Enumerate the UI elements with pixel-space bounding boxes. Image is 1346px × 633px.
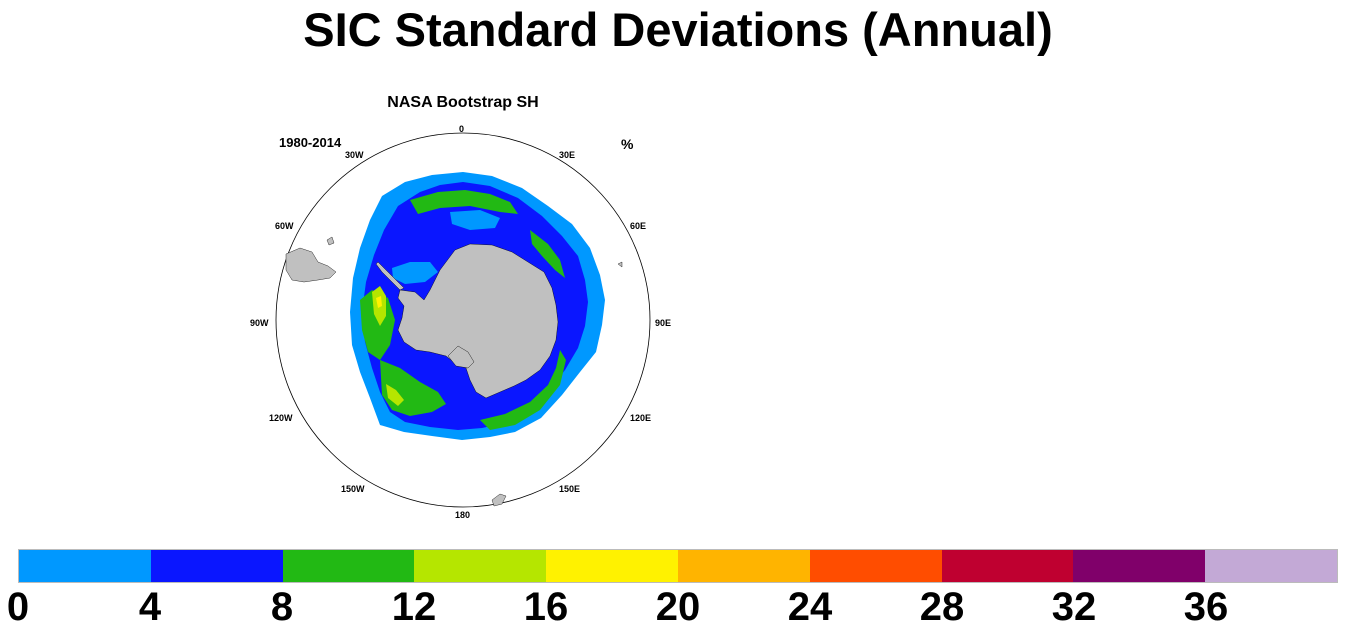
sic-band-8-12-weddell [360,290,395,360]
colorbar-box-7 [941,550,1074,582]
lon-label-90e: 90E [655,318,672,328]
colorbar-box-5 [677,550,810,582]
south-america-land [285,247,337,283]
colorbar-label-36: 36 [1183,585,1229,629]
colorbar-label-24: 24 [787,585,833,629]
colorbar-box-3 [414,550,547,582]
kerguelen-island [617,261,623,268]
sic-band-8-12-north [410,190,518,214]
antarctic-peninsula [375,261,405,291]
lon-label-120w: 120W [269,413,293,423]
colorbar-box-2 [282,550,415,582]
units-label: % [621,136,634,152]
lon-label-60w: 60W [275,221,294,231]
ross-ice-shelf [447,345,475,369]
colorbar-label-0: 0 [6,585,30,629]
lon-label-180: 180 [455,510,471,520]
lon-label-30e: 30E [559,150,576,160]
lon-label-0: 0 [459,124,465,134]
colorbar-box-1 [150,550,283,582]
lon-label-60e: 60E [630,221,647,231]
falklands-land [326,236,335,246]
colorbar-label-32: 32 [1051,585,1097,629]
colorbar-label-16: 16 [523,585,569,629]
colorbar-label-8: 8 [270,585,294,629]
lon-label-30w: 30W [345,150,364,160]
lon-label-90w: 90W [250,318,269,328]
sic-band-16-20 [376,296,382,308]
sic-low-north [450,210,500,230]
sic-band-12-16-ross [386,384,404,406]
sic-band-8-12-south [480,350,566,430]
lon-label-120e: 120E [630,413,652,423]
colorbar-box-9 [1205,550,1337,582]
new-zealand-land [491,493,507,507]
period-label: 1980-2014 [279,135,342,150]
colorbar-label-4: 4 [138,585,162,629]
colorbar-box-0 [19,550,151,582]
colorbar-box-4 [546,550,678,582]
colorbar-box-6 [809,550,942,582]
colorbar-label-28: 28 [919,585,965,629]
lon-label-150w: 150W [341,484,365,494]
sic-band-8-12-east [530,230,565,278]
colorbar-label-12: 12 [391,585,437,629]
colorbar [18,549,1338,583]
panel-title: NASA Bootstrap SH [387,94,539,111]
sic-low-weddell-gyre [392,262,438,284]
colorbar-box-8 [1073,550,1206,582]
colorbar-label-20: 20 [655,585,701,629]
lon-label-150e: 150E [559,484,581,494]
figure-title: SIC Standard Deviations (Annual) [303,3,1053,56]
antarctica-land [397,243,559,399]
